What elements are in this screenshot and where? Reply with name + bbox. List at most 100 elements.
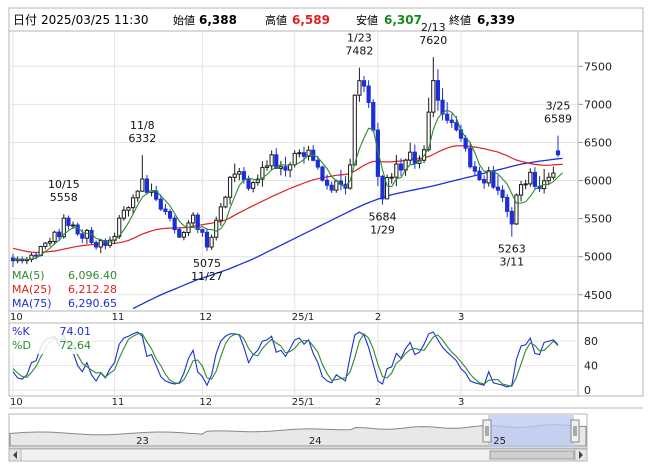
candle-body [98,240,103,248]
price-tick-label: 5500 [584,213,612,226]
d-path [12,332,559,388]
candle-body [431,80,436,113]
candle-body [241,171,247,181]
candle-body [191,214,196,224]
stoch-tick-label: 0 [584,384,591,397]
candle-body [43,242,48,247]
navigator-year-labels: 23 24 25 [136,436,506,447]
candle-body [532,171,538,187]
price-axis: 4500 5000 5500 6000 6500 7000 7500 [578,60,612,302]
candle-body [500,189,505,198]
candle-body [10,257,16,262]
candle-body [264,165,270,168]
candle-body [301,152,307,157]
ma5-path [12,109,563,260]
d-legend-value: 72.64 [60,339,92,352]
annotation-value: 3/11 [499,256,524,269]
candle-body [306,149,311,157]
candle-body [292,152,297,166]
candle-body [200,228,205,233]
open-label: 始値 [173,13,195,27]
candle-body [33,254,39,257]
annotation-label: 5263 [498,243,526,256]
candle-body [389,176,394,179]
candle-body [366,85,371,103]
candle-body [495,186,501,191]
navigator[interactable]: 23 24 25 [8,413,588,462]
candle-body [218,206,223,221]
candle-body [57,231,62,238]
date-tick-label-lower: 12 [199,397,212,408]
candle-body [315,159,320,168]
candle-body [394,163,399,178]
candle-body [80,233,85,239]
date-tick-label: 25/1 [292,312,314,323]
candle-body [181,232,186,238]
candle-body [435,80,441,101]
high-value: 6,589 [292,13,330,27]
date-tick-label-lower: 11 [112,397,125,408]
high-label: 高値 [265,13,287,27]
annotation-value: 6332 [128,132,156,145]
stoch-axis: 0 40 80 [584,335,598,397]
gridlines [9,31,578,396]
annotation-value: 11/27 [191,270,223,283]
d-legend-label: %D [12,339,31,352]
scroll-left-arrow-icon [13,451,17,459]
date-tick-label: 10 [10,312,23,323]
navigator-year-label: 24 [309,436,322,447]
candle-body [546,176,551,182]
candle-body [227,176,233,198]
candle-body [523,183,528,186]
candle-body [70,224,76,227]
candle-body [357,80,362,96]
candle-body [297,152,302,155]
candle-body [324,179,330,186]
annotation-label: 2/13 [421,21,446,34]
candle-body [135,190,140,199]
low-label: 安値 [356,13,378,27]
candle-body [94,242,99,248]
candle-body [269,154,274,167]
annotation-label: 10/15 [48,178,80,191]
ma25-legend-value: 6,212.28 [68,283,117,296]
price-tick-label: 4500 [584,289,612,302]
navigator-left-handle[interactable] [482,419,492,443]
navigator-year-label: 23 [136,436,149,447]
candle-body [121,209,126,219]
price-tick-label: 5000 [584,251,612,264]
candle-body [329,184,334,191]
candle-body [463,137,468,149]
candle-body [551,172,556,178]
candle-body [260,166,265,180]
candle-body [454,121,459,131]
navigator-selection[interactable] [488,415,574,447]
candle-body [398,163,404,171]
annotation-label: 3/25 [546,100,571,113]
date-tick-label: 11 [112,312,125,323]
scrollbar-thumb[interactable] [489,450,575,460]
annotation-value: 6589 [544,113,572,126]
candle-body [505,196,510,212]
candle-body [84,229,89,239]
candle-body [449,119,454,123]
candle-body [232,173,237,178]
candle-body [89,229,94,244]
candle-body [412,151,417,164]
stoch-legend-box [10,324,92,354]
candle-body [283,166,288,171]
price-tick-label: 6000 [584,175,612,188]
candle-body [214,219,219,238]
candle-body [172,217,177,231]
date-tick-label-lower: 3 [458,397,464,408]
candle-body [518,184,524,196]
navigator-right-handle[interactable] [570,419,580,443]
annotation-value: 7620 [419,34,447,47]
candle-body [408,151,413,161]
scroll-right-arrow-icon [579,451,583,459]
candle-body [491,170,496,188]
k-legend-value: 74.01 [60,325,92,338]
